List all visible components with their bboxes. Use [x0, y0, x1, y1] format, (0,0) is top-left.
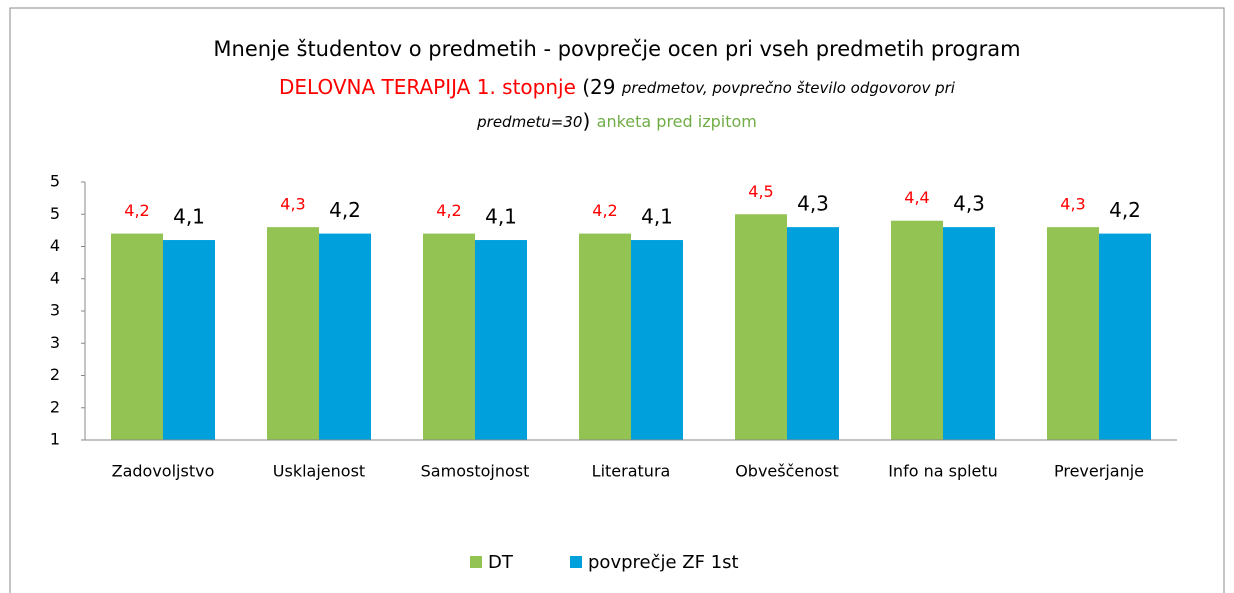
value-label: 4,2 [592, 201, 617, 220]
bar [579, 233, 631, 440]
value-label: 4,3 [797, 192, 829, 216]
value-label: 4,1 [485, 205, 517, 229]
y-tick-label: 3 [50, 333, 60, 352]
bar [163, 240, 215, 440]
legend-label: DT [488, 552, 514, 573]
bar [1099, 233, 1151, 440]
y-tick-label: 3 [50, 301, 60, 320]
value-label: 4,1 [173, 205, 205, 229]
chart-title-line3: predmetu=30) anketa pred izpitom [476, 109, 757, 133]
value-label: 4,2 [124, 201, 149, 220]
bar [475, 240, 527, 440]
x-tick-label: Samostojnost [421, 462, 530, 481]
x-tick-label: Preverjanje [1054, 462, 1144, 481]
bar [267, 227, 319, 440]
legend-label: povprečje ZF 1st [588, 552, 739, 573]
chart-title-line2: DELOVNA TERAPIJA 1. stopnje (29 predmeto… [279, 75, 956, 99]
value-label: 4,5 [748, 182, 773, 201]
title-survey: anketa pred izpitom [597, 112, 757, 131]
legend-swatch [570, 556, 582, 568]
bar [891, 220, 943, 440]
title-open: (29 [582, 75, 615, 99]
y-tick-label: 4 [50, 236, 60, 255]
bar [943, 227, 995, 440]
value-label: 4,1 [641, 205, 673, 229]
title-program: DELOVNA TERAPIJA 1. stopnje [279, 75, 576, 99]
value-label: 4,2 [329, 198, 361, 222]
value-label: 4,3 [1060, 195, 1085, 214]
bar [423, 233, 475, 440]
x-tick-label: Info na spletu [888, 462, 998, 481]
bar [111, 233, 163, 440]
x-tick-label: Zadovoljstvo [112, 462, 215, 481]
value-label: 4,3 [953, 192, 985, 216]
y-tick-label: 2 [50, 365, 60, 384]
y-tick-label: 2 [50, 397, 60, 416]
title-note: predmetu=30 [476, 113, 582, 131]
bar [787, 227, 839, 440]
bar [1047, 227, 1099, 440]
y-tick-label: 5 [50, 172, 60, 191]
x-tick-label: Usklajenost [273, 462, 365, 481]
value-label: 4,4 [904, 188, 929, 207]
legend-swatch [470, 556, 482, 568]
x-tick-label: Obveščenost [735, 462, 839, 481]
y-tick-label: 1 [50, 430, 60, 449]
value-label: 4,2 [1109, 198, 1141, 222]
bar [631, 240, 683, 440]
value-label: 4,2 [436, 201, 461, 220]
y-tick-label: 5 [50, 204, 60, 223]
title-close: ) [582, 109, 590, 133]
bar [319, 233, 371, 440]
value-label: 4,3 [280, 195, 305, 214]
bar [735, 214, 787, 440]
chart-title: Mnenje študentov o predmetih - povprečje… [213, 37, 1020, 61]
x-tick-label: Literatura [592, 462, 671, 481]
y-tick-label: 4 [50, 268, 60, 287]
title-note: predmetov, povprečno število odgovorov p… [621, 79, 956, 97]
